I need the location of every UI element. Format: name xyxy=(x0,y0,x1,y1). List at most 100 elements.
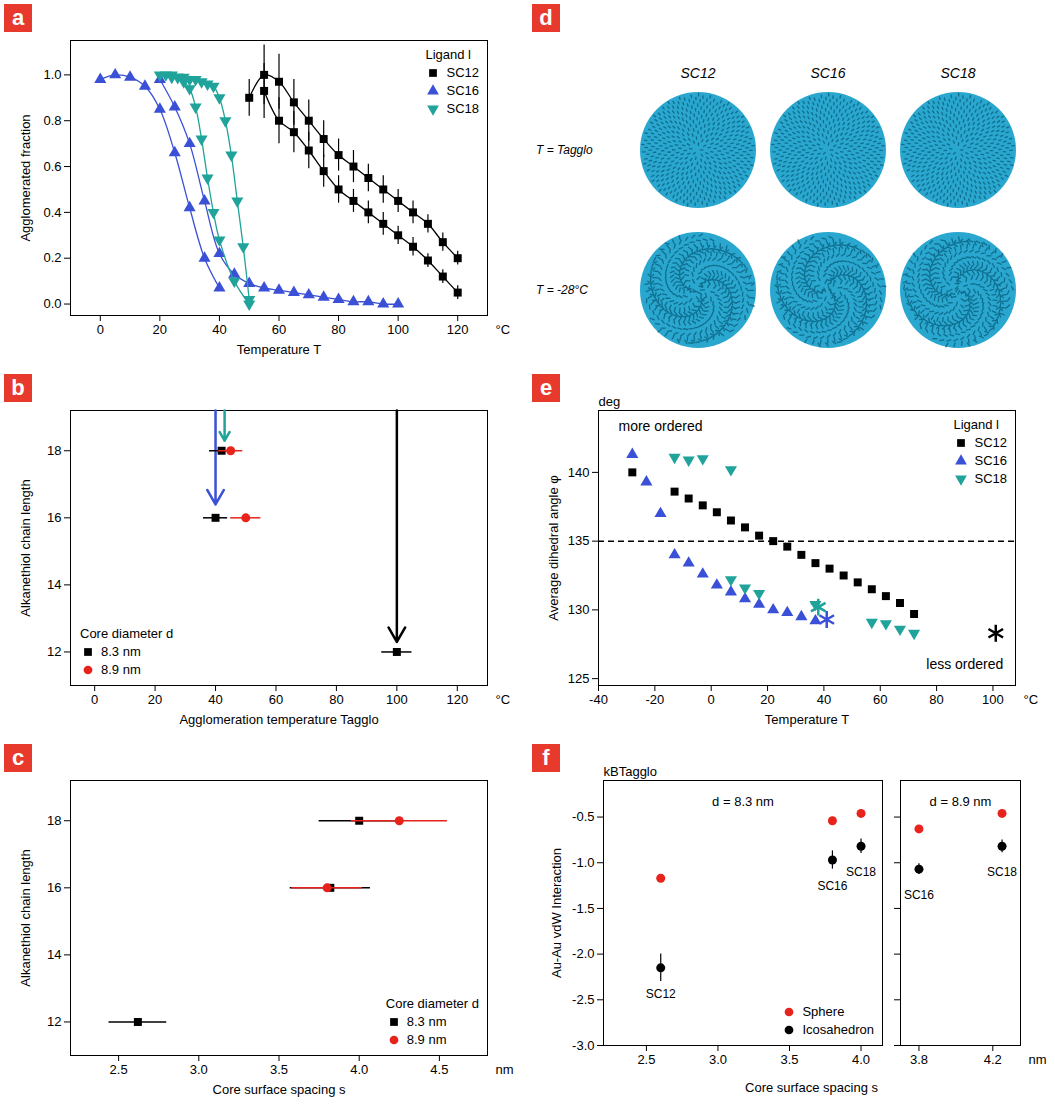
svg-text:120: 120 xyxy=(447,322,469,337)
svg-text:°C: °C xyxy=(496,692,511,707)
svg-text:deg: deg xyxy=(599,394,621,409)
svg-text:18: 18 xyxy=(47,443,61,458)
svg-text:0: 0 xyxy=(91,692,98,707)
svg-text:Core surface spacing s: Core surface spacing s xyxy=(213,1082,346,1097)
svg-text:SC18: SC18 xyxy=(940,65,975,81)
html-text:SC16: SC16 xyxy=(446,83,479,98)
svg-text:kBTagglo: kBTagglo xyxy=(604,764,657,779)
svg-text:125: 125 xyxy=(568,671,590,686)
svg-text:Alkanethiol chain length: Alkanethiol chain length xyxy=(18,479,33,616)
svg-text:-2.5: -2.5 xyxy=(572,992,594,1007)
svg-text:40: 40 xyxy=(212,322,226,337)
svg-text:3.8: 3.8 xyxy=(910,1052,928,1067)
svg-text:SC12: SC12 xyxy=(646,987,676,1001)
svg-text:Temperature T: Temperature T xyxy=(237,342,321,357)
svg-text:T = -28°C: T = -28°C xyxy=(536,283,588,297)
svg-text:1.0: 1.0 xyxy=(43,67,61,82)
svg-text:4.2: 4.2 xyxy=(984,1052,1002,1067)
html-text:SC12: SC12 xyxy=(974,435,1007,450)
svg-text:T = Tagglo: T = Tagglo xyxy=(536,143,593,157)
svg-text:20: 20 xyxy=(148,692,162,707)
svg-text:135: 135 xyxy=(568,533,590,548)
svg-text:Au-Au vdW Interaction: Au-Au vdW Interaction xyxy=(549,848,564,978)
svg-text:12: 12 xyxy=(47,1014,61,1029)
svg-text:60: 60 xyxy=(272,322,286,337)
svg-text:14: 14 xyxy=(47,577,61,592)
html-text:8.9 nm: 8.9 nm xyxy=(101,662,141,677)
html-text:SC12: SC12 xyxy=(446,65,479,80)
svg-text:SC12: SC12 xyxy=(680,65,715,81)
svg-text:d = 8.3 nm: d = 8.3 nm xyxy=(712,794,774,809)
svg-text:14: 14 xyxy=(47,947,61,962)
svg-text:0.2: 0.2 xyxy=(43,250,61,265)
html-text:8.3 nm: 8.3 nm xyxy=(101,644,141,659)
svg-text:3.5: 3.5 xyxy=(270,1062,288,1077)
svg-text:3.0: 3.0 xyxy=(190,1062,208,1077)
svg-text:0.0: 0.0 xyxy=(43,296,61,311)
svg-text:Temperature T: Temperature T xyxy=(765,712,849,727)
svg-text:140: 140 xyxy=(568,465,590,480)
svg-text:80: 80 xyxy=(929,692,943,707)
svg-text:more ordered: more ordered xyxy=(618,418,702,434)
html-text:8.3 nm: 8.3 nm xyxy=(406,1014,447,1029)
svg-text:40: 40 xyxy=(208,692,222,707)
svg-text:0: 0 xyxy=(708,692,715,707)
svg-text:2.5: 2.5 xyxy=(110,1062,128,1077)
svg-text:2.5: 2.5 xyxy=(637,1052,655,1067)
html-text:Ligand l: Ligand l xyxy=(953,417,999,432)
svg-text:Alkanethiol chain length: Alkanethiol chain length xyxy=(18,849,33,986)
svg-text:Average dihedral angle φ: Average dihedral angle φ xyxy=(546,475,561,621)
svg-text:100: 100 xyxy=(387,322,409,337)
svg-text:60: 60 xyxy=(269,692,283,707)
svg-text:0.6: 0.6 xyxy=(43,159,61,174)
svg-text:less ordered: less ordered xyxy=(926,656,1003,672)
svg-text:SC16: SC16 xyxy=(817,879,847,893)
html-text:8.9 nm: 8.9 nm xyxy=(406,1032,447,1047)
svg-text:-1.5: -1.5 xyxy=(572,901,594,916)
svg-text:d = 8.9 nm: d = 8.9 nm xyxy=(930,794,992,809)
html-text:SC16: SC16 xyxy=(974,453,1007,468)
svg-text:SC18: SC18 xyxy=(987,865,1017,879)
svg-text:18: 18 xyxy=(47,813,61,828)
svg-text:16: 16 xyxy=(47,510,61,525)
svg-text:°C: °C xyxy=(1024,692,1039,707)
svg-text:16: 16 xyxy=(47,880,61,895)
svg-text:130: 130 xyxy=(568,602,590,617)
svg-text:4.5: 4.5 xyxy=(430,1062,448,1077)
svg-text:120: 120 xyxy=(446,692,468,707)
svg-text:4.0: 4.0 xyxy=(350,1062,368,1077)
svg-text:0: 0 xyxy=(97,322,104,337)
svg-text:80: 80 xyxy=(331,322,345,337)
svg-text:4.0: 4.0 xyxy=(852,1052,870,1067)
svg-text:20: 20 xyxy=(153,322,167,337)
svg-text:3.5: 3.5 xyxy=(780,1052,798,1067)
svg-text:100: 100 xyxy=(386,692,408,707)
svg-text:3.0: 3.0 xyxy=(709,1052,727,1067)
html-text:SC18: SC18 xyxy=(446,101,479,116)
svg-text:-2.0: -2.0 xyxy=(572,946,594,961)
svg-text:80: 80 xyxy=(329,692,343,707)
svg-text:40: 40 xyxy=(817,692,831,707)
svg-text:-1.0: -1.0 xyxy=(572,855,594,870)
svg-text:nm: nm xyxy=(496,1062,514,1077)
svg-text:60: 60 xyxy=(873,692,887,707)
svg-text:SC18: SC18 xyxy=(846,865,876,879)
svg-text:100: 100 xyxy=(982,692,1004,707)
svg-text:Agglomeration temperature Tagg: Agglomeration temperature Tagglo xyxy=(179,712,378,727)
svg-text:-0.5: -0.5 xyxy=(572,809,594,824)
svg-text:-3.0: -3.0 xyxy=(572,1038,594,1053)
svg-text:20: 20 xyxy=(760,692,774,707)
html-text:Core diameter d: Core diameter d xyxy=(385,996,479,1011)
svg-text:0.8: 0.8 xyxy=(43,113,61,128)
svg-text:nm: nm xyxy=(1029,1052,1047,1067)
svg-text:-20: -20 xyxy=(645,692,664,707)
svg-text:0.4: 0.4 xyxy=(43,205,61,220)
svg-text:°C: °C xyxy=(496,322,511,337)
svg-text:SC16: SC16 xyxy=(904,888,934,902)
svg-text:12: 12 xyxy=(47,644,61,659)
svg-text:-40: -40 xyxy=(589,692,608,707)
svg-text:Agglomerated fraction: Agglomerated fraction xyxy=(18,114,33,241)
html-text:Ligand l: Ligand l xyxy=(425,47,471,62)
html-text:Core diameter d: Core diameter d xyxy=(80,626,174,641)
svg-text:SC16: SC16 xyxy=(810,65,845,81)
